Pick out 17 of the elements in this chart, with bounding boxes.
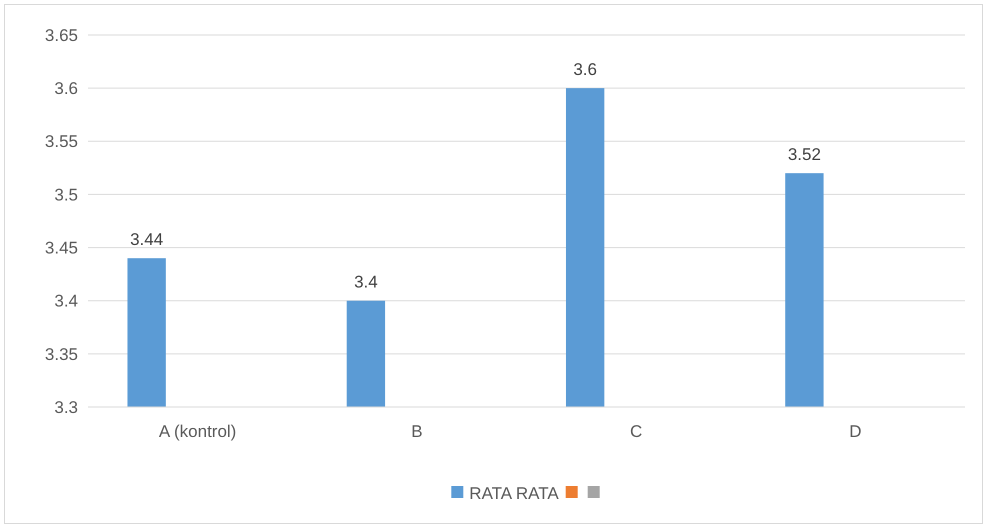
- legend-label: RATA RATA: [469, 484, 560, 503]
- y-tick-label: 3.55: [44, 132, 78, 152]
- data-label: 3.44: [130, 230, 164, 250]
- x-tick-label: D: [849, 422, 862, 441]
- data-label: 3.6: [573, 60, 597, 80]
- y-tick-label: 3.4: [54, 292, 78, 311]
- x-tick-label: C: [630, 422, 642, 441]
- y-tick-label: 3.3: [54, 398, 78, 417]
- x-tick-label: A (kontrol): [158, 422, 236, 441]
- y-tick-label: 3.65: [44, 26, 78, 45]
- x-tick-label: B: [411, 422, 423, 441]
- y-tick-label: 3.45: [44, 238, 78, 258]
- data-label: 3.52: [788, 145, 821, 164]
- y-tick-label: 3.35: [44, 344, 78, 364]
- y-tick-label: 3.5: [54, 185, 78, 204]
- y-tick-label: 3.6: [54, 79, 78, 98]
- data-label: 3.4: [354, 272, 378, 292]
